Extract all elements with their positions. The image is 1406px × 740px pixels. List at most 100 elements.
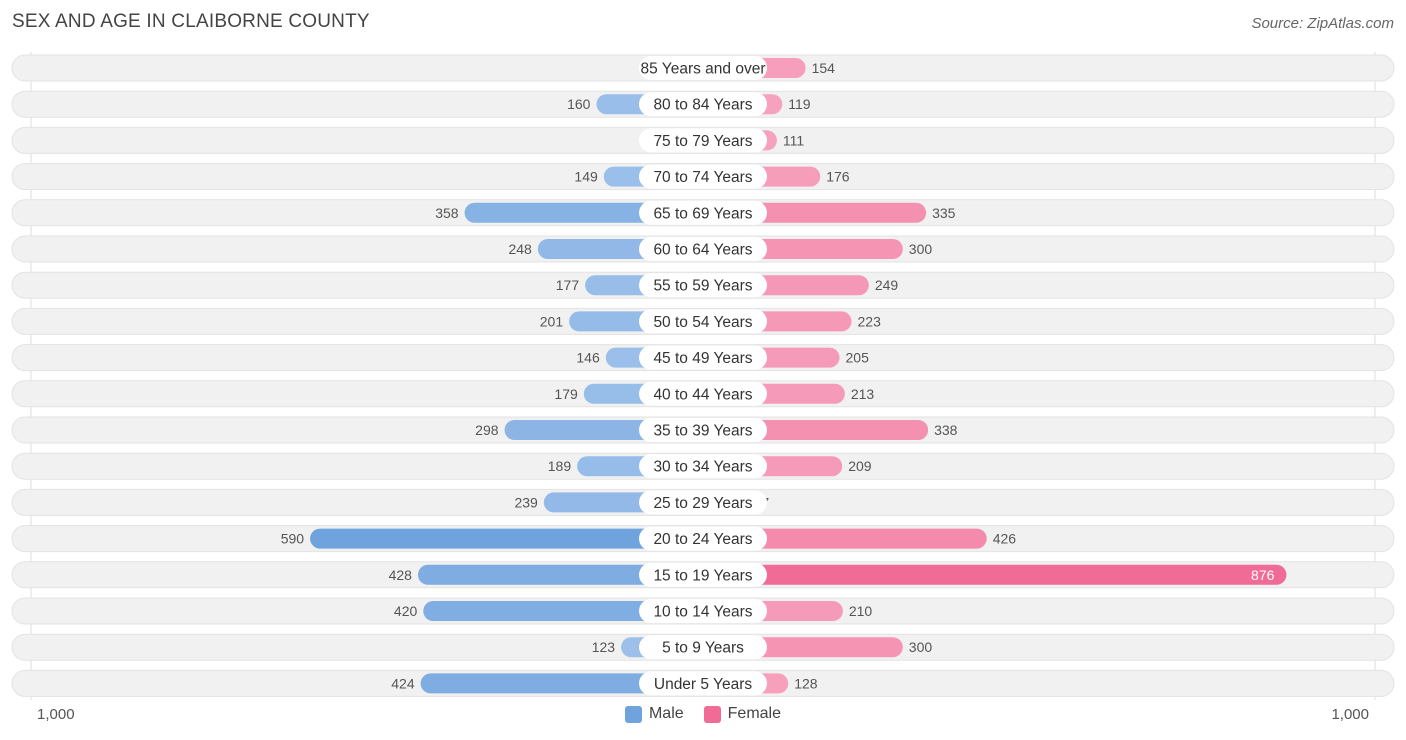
male-value-label: 179 (554, 386, 578, 402)
legend: Male Female (0, 705, 1406, 723)
category-label-bg (639, 490, 767, 515)
male-swatch-icon (624, 705, 642, 723)
category-label-bg (639, 200, 767, 225)
row-12: 2396725 to 29 Years (11, 488, 1395, 516)
male-value-label: 428 (389, 567, 413, 583)
male-value-label: 123 (592, 639, 616, 655)
male-value-label: 239 (514, 494, 538, 510)
legend-female-label: Female (727, 705, 782, 722)
male-value-label: 590 (281, 531, 305, 547)
row-14: 428 876 15 to 19 Years (11, 561, 1395, 589)
male-value-label: 149 (574, 169, 598, 185)
legend-male-label: Male (648, 705, 684, 722)
legend-item-male[interactable]: Male (624, 705, 684, 723)
male-bar[interactable] (423, 601, 703, 621)
category-label: 50 to 54 Years (653, 314, 752, 331)
category-label-bg (639, 381, 767, 406)
row-5: 248 300 60 to 64 Years (11, 235, 1395, 263)
category-label-bg (639, 56, 767, 80)
female-value-label: 213 (851, 386, 875, 402)
category-label-bg (639, 309, 767, 334)
male-value-label: 146 (576, 350, 600, 366)
category-label: 30 to 34 Years (653, 459, 752, 476)
category-label: 25 to 29 Years (653, 495, 752, 512)
row-0: 3515485 Years and over (11, 54, 1395, 82)
male-bar[interactable] (310, 528, 703, 549)
source-note: Source: ZipAtlas.com (1251, 15, 1394, 32)
male-value-label: 424 (391, 675, 415, 691)
row-1: 160 119 80 to 84 Years (11, 90, 1395, 118)
male-value-label: 177 (556, 277, 580, 293)
female-value-label: 876 (1251, 567, 1275, 583)
row-3: 149 176 70 to 74 Years (11, 163, 1395, 191)
category-label: 40 to 44 Years (653, 386, 752, 403)
category-label: 85 Years and over (641, 61, 766, 78)
female-value-label: 119 (788, 96, 811, 112)
female-value-label: 205 (846, 350, 870, 366)
female-value-label: 300 (909, 241, 933, 257)
category-label: 45 to 49 Years (653, 350, 752, 367)
row-17: 424 128 Under 5 Years (11, 669, 1395, 697)
row-2: 4111175 to 79 Years (11, 126, 1395, 154)
female-value-label: 210 (849, 603, 873, 619)
category-label: 70 to 74 Years (653, 169, 752, 186)
category-label: 60 to 64 Years (653, 242, 752, 259)
female-value-label: 154 (812, 60, 836, 76)
category-label-bg (639, 454, 767, 479)
category-label: 20 to 24 Years (653, 531, 752, 548)
category-label-bg (639, 237, 767, 261)
male-value-label: 420 (394, 603, 418, 619)
category-label: 35 to 39 Years (653, 423, 752, 440)
female-value-label: 209 (848, 458, 872, 474)
axis-left-label: 1,000 (37, 706, 75, 723)
female-value-label: 300 (909, 639, 933, 655)
category-label-bg (639, 635, 767, 660)
category-label-bg (639, 418, 767, 442)
category-label: 80 to 84 Years (653, 97, 752, 114)
row-8: 146 205 45 to 49 Years (11, 344, 1395, 372)
female-value-label: 223 (858, 313, 882, 329)
row-4: 358 335 65 to 69 Years (11, 199, 1395, 227)
category-label-bg (639, 562, 767, 587)
category-label: 65 to 69 Years (653, 205, 752, 222)
male-value-label: 298 (475, 422, 499, 438)
male-value-label: 248 (508, 241, 532, 257)
female-bar[interactable] (703, 564, 1287, 585)
category-label: 75 to 79 Years (653, 133, 752, 150)
male-bar[interactable] (417, 564, 703, 585)
category-label-bg (639, 599, 767, 623)
male-bar[interactable] (420, 673, 703, 694)
female-swatch-icon (703, 705, 721, 723)
female-value-label: 338 (934, 422, 958, 438)
row-10: 298 338 35 to 39 Years (11, 416, 1395, 444)
category-label-bg (639, 128, 767, 153)
category-label: 15 to 19 Years (653, 567, 752, 584)
category-label-bg (639, 164, 767, 189)
row-9: 179 213 40 to 44 Years (11, 380, 1395, 408)
female-value-label: 176 (826, 169, 850, 185)
category-label: Under 5 Years (654, 676, 752, 693)
female-value-label: 111 (783, 132, 804, 148)
male-value-label: 358 (435, 205, 459, 221)
category-label: 10 to 14 Years (653, 604, 752, 621)
row-7: 201 223 50 to 54 Years (11, 307, 1395, 335)
category-label-bg (639, 92, 767, 117)
female-value-label: 335 (932, 205, 956, 221)
category-label-bg (639, 526, 767, 551)
male-value-label: 160 (567, 96, 591, 112)
row-11: 189 209 30 to 34 Years (11, 452, 1395, 480)
category-label-bg (639, 273, 767, 298)
chart-title: SEX AND AGE IN CLAIBORNE COUNTY (12, 11, 370, 32)
category-label: 5 to 9 Years (662, 640, 744, 657)
legend-item-female[interactable]: Female (703, 705, 782, 723)
axis-right-label: 1,000 (1331, 706, 1369, 723)
row-6: 177 249 55 to 59 Years (11, 271, 1395, 299)
category-label-bg (639, 345, 767, 370)
row-13: 590 426 20 to 24 Years (11, 525, 1395, 553)
male-value-label: 189 (548, 458, 572, 474)
male-value-label: 201 (540, 313, 564, 329)
category-label: 55 to 59 Years (653, 278, 752, 295)
category-label-bg (639, 671, 767, 696)
female-bar[interactable] (703, 528, 987, 549)
